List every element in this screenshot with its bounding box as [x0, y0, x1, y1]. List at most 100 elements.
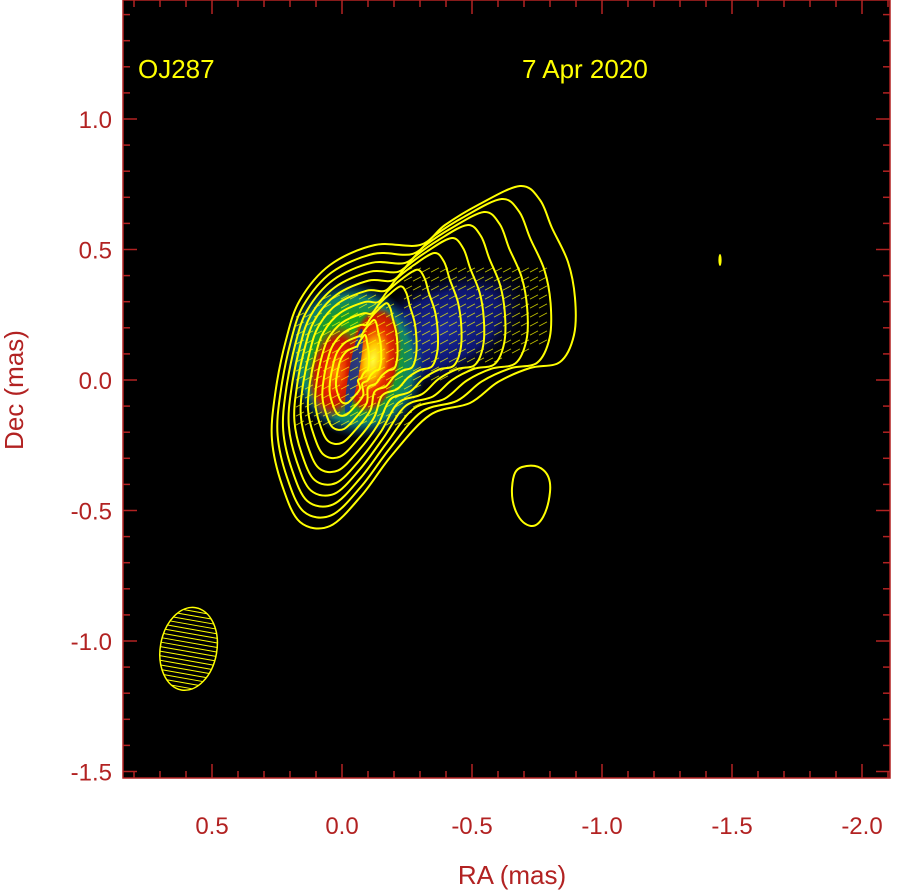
pol-vector: [313, 411, 323, 417]
pol-vector: [349, 321, 359, 327]
pol-vector: [475, 321, 485, 327]
pol-vector: [421, 294, 431, 300]
pol-vector: [340, 321, 350, 327]
pol-vector: [385, 330, 395, 336]
pol-vector: [412, 366, 422, 372]
pol-vector: [529, 285, 539, 291]
beam-hatch: [177, 612, 212, 620]
pol-vector: [538, 303, 548, 309]
pol-vector: [538, 294, 548, 300]
pol-vector: [430, 294, 440, 300]
pol-vector: [331, 411, 341, 417]
y-axis-title: Dec (mas): [0, 330, 29, 450]
pol-vector: [412, 312, 422, 318]
pol-vector: [349, 357, 359, 363]
pol-vector: [430, 303, 440, 309]
contour-speck: [718, 254, 722, 266]
pol-vector: [412, 303, 422, 309]
pol-vector: [538, 285, 548, 291]
pol-vector: [385, 339, 395, 345]
pol-vector: [493, 294, 503, 300]
pol-vector: [529, 312, 539, 318]
pol-vector: [439, 276, 449, 282]
pol-vector: [439, 285, 449, 291]
pol-vector: [529, 303, 539, 309]
pol-vector: [421, 330, 431, 336]
pol-vector: [403, 330, 413, 336]
beam-hatch: [160, 659, 212, 670]
pol-vector: [511, 303, 521, 309]
pol-vector: [466, 294, 476, 300]
contour-level: [276, 197, 553, 519]
pol-vector: [385, 348, 395, 354]
contour-level: [314, 285, 418, 445]
pol-vector: [475, 330, 485, 336]
contour-level: [270, 184, 577, 530]
x-tick-labels: 0.5 0.0 -0.5 -1.0 -1.5 -2.0: [195, 813, 882, 840]
y-tick-label: 0.0: [79, 368, 112, 395]
pol-vector: [448, 339, 458, 345]
pol-vector: [358, 294, 368, 300]
y-tick-label: -1.5: [71, 760, 112, 787]
x-tick-label: 0.5: [195, 813, 228, 840]
contour-level: [299, 251, 463, 474]
pol-vector: [502, 276, 512, 282]
pol-vector: [448, 357, 458, 363]
pol-vector: [466, 348, 476, 354]
pol-vector: [394, 366, 404, 372]
beam-hatch: [160, 664, 210, 675]
contour-level: [281, 210, 529, 508]
pol-vector: [439, 294, 449, 300]
pol-vector: [340, 312, 350, 318]
pol-vector: [457, 267, 467, 273]
pol-vector: [403, 384, 413, 390]
pol-vector: [331, 321, 341, 327]
x-tick-label: 0.0: [325, 813, 358, 840]
pol-vector: [484, 267, 494, 273]
pol-vector: [493, 330, 503, 336]
pol-vector: [349, 420, 359, 426]
pol-vector: [457, 276, 467, 282]
pol-vector: [403, 312, 413, 318]
pol-vector: [484, 357, 494, 363]
pol-vector: [403, 348, 413, 354]
pol-vector: [430, 267, 440, 273]
pol-vector: [466, 330, 476, 336]
pol-vector: [466, 303, 476, 309]
pol-vector: [448, 348, 458, 354]
pol-vector: [493, 321, 503, 327]
pol-vector: [466, 285, 476, 291]
pol-vector: [421, 357, 431, 363]
pol-vector: [340, 303, 350, 309]
pol-vector: [385, 321, 395, 327]
y-tick-labels: 1.0 0.5 0.0 -0.5 -1.0 -1.5: [71, 107, 112, 787]
pol-vector: [511, 348, 521, 354]
pol-vector: [385, 384, 395, 390]
pol-vector: [475, 267, 485, 273]
pol-vector: [340, 294, 350, 300]
pol-vector: [358, 303, 368, 309]
pol-vector: [529, 294, 539, 300]
beam-hatch: [160, 641, 217, 653]
pol-vector: [340, 384, 350, 390]
beam-hatch: [165, 628, 218, 639]
pol-vector: [457, 312, 467, 318]
beam-hatch: [159, 655, 214, 666]
pol-vector: [511, 330, 521, 336]
pol-vector: [349, 411, 359, 417]
pol-vector: [367, 294, 377, 300]
pol-vector: [421, 267, 431, 273]
x-axis-title: RA (mas): [458, 860, 566, 890]
pol-vector: [529, 321, 539, 327]
pol-vector: [340, 420, 350, 426]
x-tick-label: -1.0: [581, 813, 622, 840]
pol-vector: [358, 348, 368, 354]
x-tick-label: -2.0: [841, 813, 882, 840]
pol-vector: [358, 366, 368, 372]
pol-vector: [529, 339, 539, 345]
pol-vector: [448, 267, 458, 273]
pol-vector: [439, 348, 449, 354]
contour-level: [321, 302, 399, 431]
contour-level: [287, 224, 507, 497]
y-tick-label: -1.0: [71, 629, 112, 656]
